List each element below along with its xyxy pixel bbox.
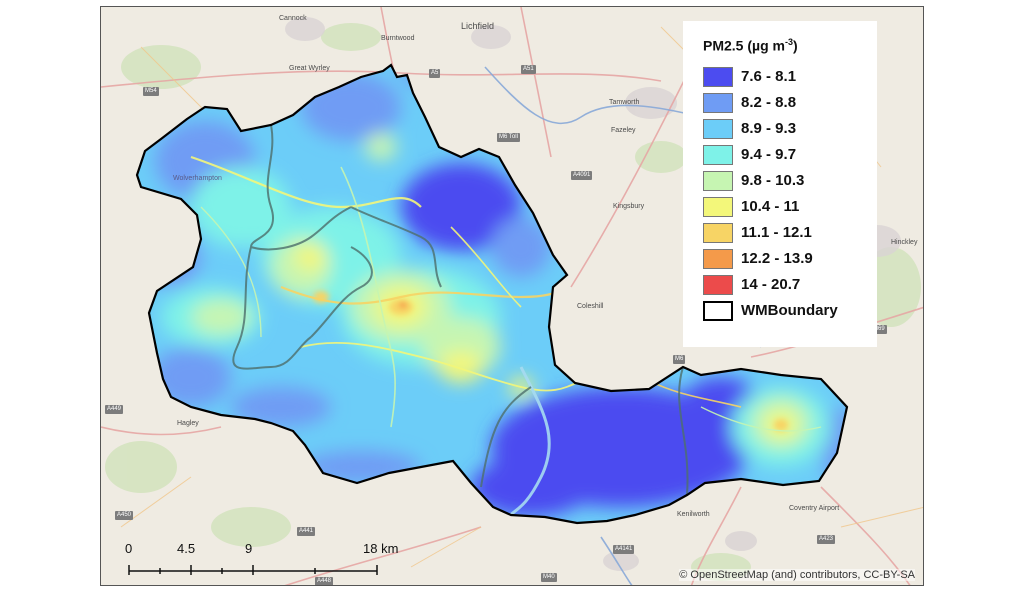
legend-label: 14 - 20.7: [741, 276, 801, 294]
place-label: Fazeley: [611, 127, 636, 134]
road-label: A423: [817, 535, 836, 544]
scale-tick-label: 9: [245, 541, 253, 556]
legend-label: WMBoundary: [741, 302, 838, 320]
legend-item: 9.8 - 10.3: [703, 168, 877, 194]
wm-boundary: [135, 63, 849, 525]
road-label: A4141: [613, 545, 635, 554]
place-label: Coleshill: [577, 303, 604, 310]
legend-swatch: [703, 196, 733, 217]
legend-label: 8.2 - 8.8: [741, 94, 797, 112]
place-label: Burntwood: [381, 35, 415, 42]
map-legend: PM2.5 (µg m-3) 7.6 - 8.1 8.2 - 8.8 8.9 - 9…: [683, 21, 877, 347]
scale-bar: 0 4.5 9 18 km: [123, 541, 405, 579]
legend-swatch: [703, 222, 733, 243]
map-attribution: © OpenStreetMap (and) contributors, CC-B…: [679, 569, 915, 581]
legend-item: 8.9 - 9.3: [703, 116, 877, 142]
legend-swatch: [703, 300, 733, 321]
legend-label: 10.4 - 11: [741, 198, 800, 216]
place-label: Wolverhampton: [173, 175, 222, 182]
legend-item: 7.6 - 8.1: [703, 64, 877, 90]
legend-label: 7.6 - 8.1: [741, 68, 797, 86]
legend-swatch: [703, 144, 733, 165]
road-label: A448: [315, 577, 334, 585]
legend-label: 9.8 - 10.3: [741, 172, 805, 190]
scale-tick-label: 0: [125, 541, 133, 556]
map-frame[interactable]: Cannock Burntwood Lichfield Great Wyrley…: [100, 6, 924, 586]
place-label: Kenilworth: [677, 511, 710, 518]
legend-swatch: [703, 248, 733, 269]
place-label: Tamworth: [609, 99, 640, 106]
road-label: A450: [115, 511, 134, 520]
legend-rows: 7.6 - 8.1 8.2 - 8.8 8.9 - 9.3 9.4 - 9.7 9.8 …: [703, 64, 877, 298]
legend-item: 11.1 - 12.1: [703, 220, 877, 246]
place-label: Hinckley: [891, 239, 918, 246]
place-label: Coventry Airport: [789, 505, 840, 512]
legend-label: 8.9 - 9.3: [741, 120, 797, 138]
legend-label: 9.4 - 9.7: [741, 146, 797, 164]
road-label: A449: [105, 405, 124, 414]
legend-item: 14 - 20.7: [703, 272, 877, 298]
road-label: M69: [871, 325, 887, 334]
road-label: A441: [297, 527, 316, 536]
scale-bar-graphic: [128, 565, 378, 575]
road-label: A4091: [571, 171, 593, 180]
legend-swatch: [703, 170, 733, 191]
legend-item: 10.4 - 11: [703, 194, 877, 220]
road-label: A51: [521, 65, 536, 74]
road-label: M6 Toll: [497, 133, 520, 142]
place-label: Kingsbury: [613, 203, 645, 210]
legend-swatch: [703, 92, 733, 113]
place-label: Hagley: [177, 420, 199, 427]
legend-item: 9.4 - 9.7: [703, 142, 877, 168]
legend-item: 12.2 - 13.9: [703, 246, 877, 272]
legend-swatch: [703, 66, 733, 87]
road-label: M54: [143, 87, 159, 96]
road-label: A5: [429, 69, 441, 78]
legend-swatch: [703, 274, 733, 295]
place-label: Lichfield: [461, 21, 495, 31]
road-label: M6: [673, 355, 686, 364]
place-label: Great Wyrley: [289, 65, 330, 72]
legend-title: PM2.5 (µg m-3): [703, 37, 798, 54]
legend-item: 8.2 - 8.8: [703, 90, 877, 116]
scale-tick-label: 18 km: [363, 541, 399, 556]
district-boundaries: [232, 124, 689, 496]
place-label: Cannock: [279, 15, 307, 22]
legend-item-boundary: WMBoundary: [703, 298, 877, 324]
scale-tick-label: 4.5: [177, 541, 196, 556]
road-label: M40: [541, 573, 557, 582]
legend-label: 12.2 - 13.9: [741, 250, 813, 268]
legend-label: 11.1 - 12.1: [741, 224, 812, 242]
legend-swatch: [703, 118, 733, 139]
